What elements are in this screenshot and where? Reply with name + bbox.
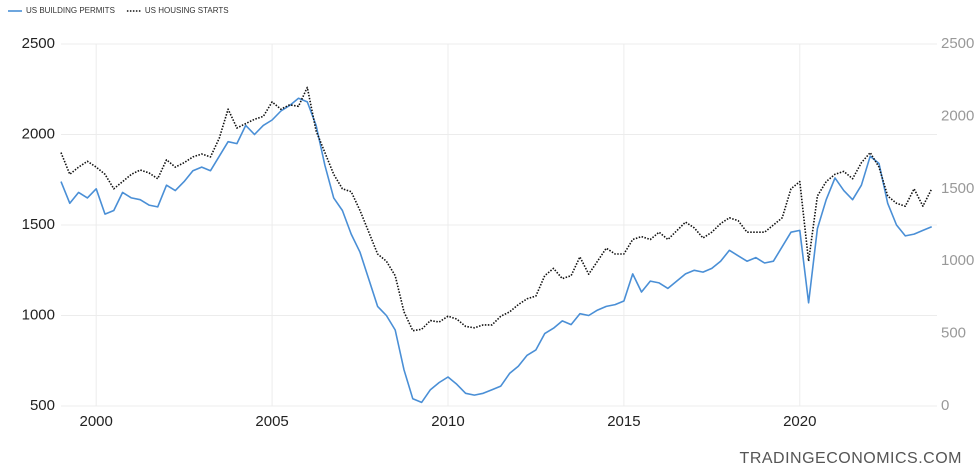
x-tick-label: 2015 <box>607 413 640 430</box>
x-tick-label: 2020 <box>783 413 816 430</box>
y2-tick-label: 1500 <box>941 180 974 197</box>
series-line <box>60 97 933 404</box>
y-tick-label: 500 <box>30 397 55 414</box>
y-tick-label: 2500 <box>22 35 55 52</box>
x-tick-label: 2000 <box>79 413 112 430</box>
x-tick-label: 2010 <box>431 413 464 430</box>
legend-label: US HOUSING STARTS <box>145 6 229 15</box>
legend-label: US BUILDING PERMITS <box>26 6 115 15</box>
y-tick-label: 2000 <box>22 125 55 142</box>
y2-tick-label: 1000 <box>941 252 974 269</box>
y2-tick-label: 2500 <box>941 35 974 52</box>
series-line <box>60 86 933 332</box>
y2-tick-label: 2000 <box>941 107 974 124</box>
watermark: TRADINGECONOMICS.COM <box>740 450 962 467</box>
y-tick-label: 1000 <box>22 306 55 323</box>
x-tick-label: 2005 <box>255 413 288 430</box>
y2-tick-label: 0 <box>941 397 949 414</box>
y2-tick-label: 500 <box>941 325 966 342</box>
y-tick-label: 1500 <box>22 216 55 233</box>
